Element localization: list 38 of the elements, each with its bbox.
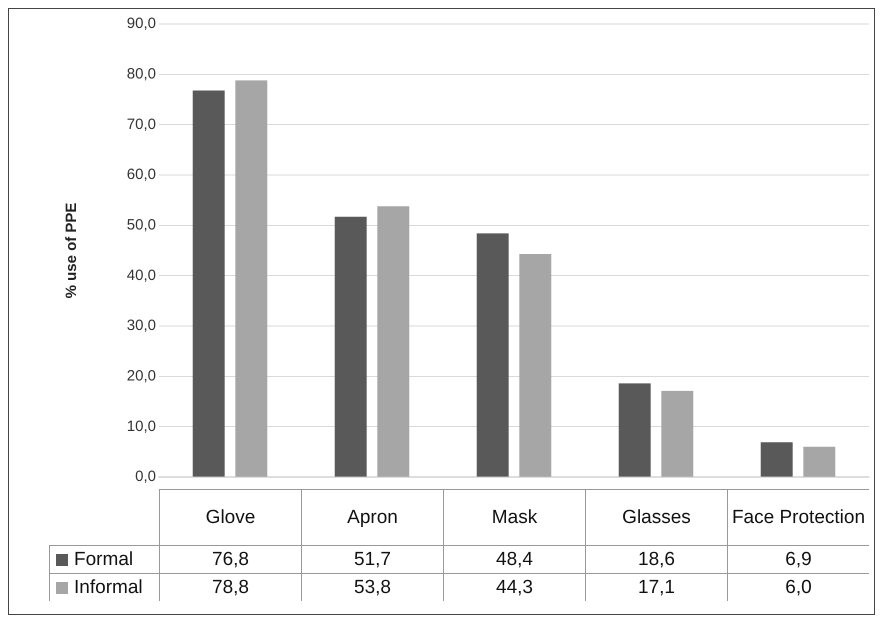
legend-label: Informal [74,576,143,598]
data-label: 6,0 [727,573,869,601]
bar [235,80,268,476]
bar [476,233,509,476]
y-tick-label: 30,0 [126,317,156,334]
y-tick-label: 60,0 [126,166,156,184]
y-axis-title: % use of PPE [63,202,80,298]
data-label: 18,6 [585,545,727,573]
bar [618,383,651,476]
data-label: 78,8 [159,573,301,601]
bar [661,390,694,476]
bar [519,254,552,476]
bar [377,206,410,476]
y-tick-label: 10,0 [126,418,156,435]
data-label: 44,3 [443,573,585,601]
x-tick-label: Face Protection [727,489,869,545]
data-label: 6,9 [727,545,869,573]
y-tick-label: 80,0 [126,65,156,82]
y-tick-label: 90,0 [126,15,156,32]
x-tick-label: Glasses [585,489,727,545]
y-tick-label: 20,0 [126,367,156,384]
data-label: 51,7 [301,545,443,573]
legend-label: Formal [74,548,134,570]
data-label: 48,4 [443,545,585,573]
y-tick-label: 40,0 [126,266,156,284]
bar [192,90,225,476]
y-tick-label: 0,0 [135,468,156,486]
bar [760,442,793,476]
bar [803,446,836,476]
x-tick-label: Mask [443,489,585,545]
y-tick-label: 70,0 [126,116,156,133]
data-label: 17,1 [585,573,727,601]
bar [334,216,367,476]
data-label: 76,8 [159,545,301,573]
data-label: 53,8 [301,573,443,601]
x-tick-label: Apron [301,489,443,545]
x-tick-label: Glove [159,489,301,545]
y-tick-label: 50,0 [126,216,156,234]
